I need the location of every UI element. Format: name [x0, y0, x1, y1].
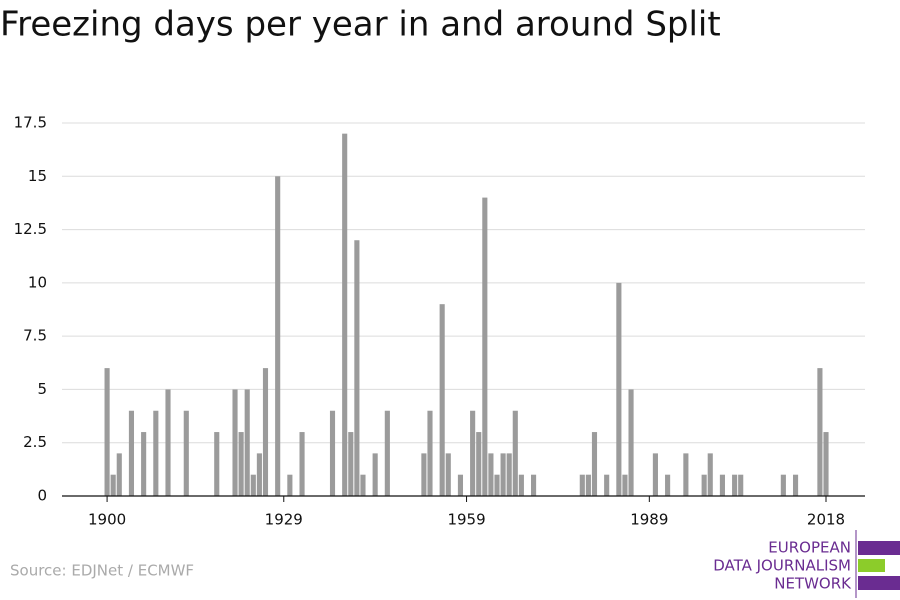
bar	[531, 474, 537, 496]
bar	[238, 432, 244, 496]
y-tick-label: 17.5	[14, 114, 47, 132]
logo: EUROPEAN DATA JOURNALISM NETWORK	[713, 530, 900, 598]
bar	[470, 410, 476, 496]
bar	[665, 474, 671, 496]
bar	[348, 432, 354, 496]
bar	[683, 453, 689, 496]
bar	[262, 368, 269, 496]
bar	[141, 432, 147, 496]
bar	[823, 432, 829, 496]
bar	[652, 453, 658, 496]
x-tick-label: 1959	[447, 511, 485, 529]
bar	[512, 410, 518, 496]
bar	[628, 389, 634, 496]
logo-bar	[858, 576, 900, 590]
bar	[439, 304, 445, 496]
bar	[780, 474, 786, 496]
y-tick-label: 5	[37, 380, 47, 398]
bar	[214, 432, 220, 496]
bar	[579, 474, 585, 496]
chart-title: Freezing days per year in and around Spl…	[0, 5, 721, 45]
bar	[494, 474, 500, 496]
bar	[110, 474, 116, 496]
source: Source: EDJNet / ECMWF	[10, 562, 194, 580]
bar	[616, 282, 622, 496]
bar	[719, 474, 725, 496]
y-tick-label: 15	[28, 167, 47, 185]
bar	[707, 453, 713, 496]
logo-bar	[858, 559, 885, 572]
bar	[244, 389, 250, 496]
bar	[500, 453, 506, 496]
bar	[476, 432, 482, 496]
bar	[482, 197, 488, 496]
bar	[275, 176, 281, 497]
bar	[506, 453, 512, 496]
bar	[488, 453, 494, 496]
bar	[354, 240, 360, 496]
bar	[585, 474, 591, 496]
bar	[153, 410, 159, 496]
bar	[329, 410, 336, 496]
x-tick-label: 1989	[630, 511, 668, 529]
bar	[232, 389, 238, 496]
bar	[256, 453, 262, 496]
bar	[287, 474, 293, 496]
bar	[738, 474, 744, 496]
bar	[299, 432, 305, 496]
bar	[421, 453, 427, 496]
logo-text: NETWORK	[774, 575, 852, 593]
x-tick-label: 2018	[807, 511, 845, 529]
bar	[384, 410, 390, 496]
bar	[427, 410, 433, 496]
bar	[817, 368, 823, 496]
bar	[104, 368, 110, 496]
bar	[457, 474, 464, 496]
bar	[604, 474, 610, 496]
bar	[116, 453, 122, 496]
y-tick-label: 7.5	[23, 327, 47, 345]
bar	[591, 432, 598, 496]
logo-text: DATA JOURNALISM	[713, 557, 851, 575]
bar	[792, 474, 799, 496]
bar	[372, 453, 378, 496]
logo-bar	[858, 541, 900, 555]
y-tick-label: 12.5	[14, 220, 47, 238]
y-tick-label: 10	[28, 273, 47, 291]
x-tick-label: 1900	[88, 511, 126, 529]
bar	[445, 453, 451, 496]
bar	[732, 474, 738, 496]
y-tick-label: 2.5	[23, 433, 47, 451]
bar	[250, 474, 256, 496]
bar	[165, 389, 171, 496]
bar	[701, 474, 707, 496]
bar	[128, 410, 135, 496]
bar	[518, 474, 524, 496]
logo-text: EUROPEAN	[768, 539, 851, 557]
y-tick-label: 0	[37, 487, 47, 505]
bar	[183, 410, 189, 496]
bar	[360, 474, 366, 496]
bar	[342, 133, 348, 496]
x-tick-label: 1929	[265, 511, 303, 529]
bar	[622, 474, 628, 496]
